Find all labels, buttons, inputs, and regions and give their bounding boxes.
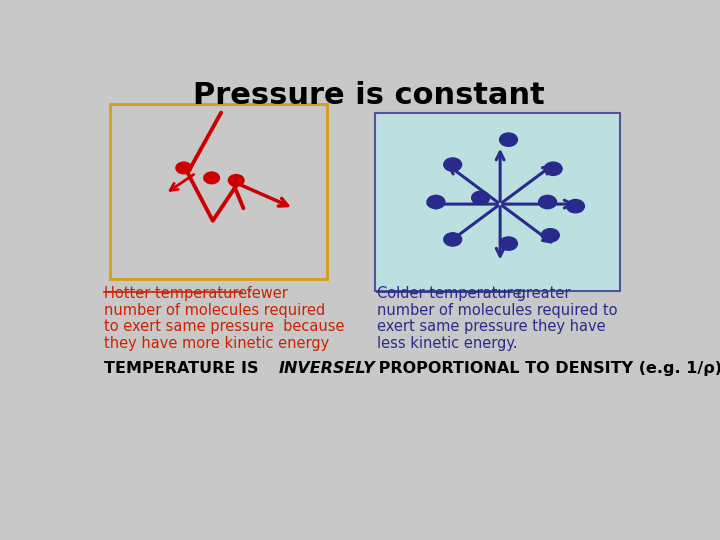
Circle shape	[541, 228, 559, 242]
Text: to exert same pressure  because: to exert same pressure because	[104, 319, 344, 334]
Text: fewer: fewer	[242, 286, 288, 301]
Circle shape	[176, 162, 192, 174]
Text: Hotter temperature:: Hotter temperature:	[104, 286, 252, 301]
Text: INVERSELY: INVERSELY	[279, 361, 375, 376]
Circle shape	[500, 237, 518, 250]
Circle shape	[228, 174, 244, 186]
Text: Colder temperature:: Colder temperature:	[377, 286, 527, 301]
Circle shape	[544, 162, 562, 176]
Text: Pressure is constant: Pressure is constant	[193, 82, 545, 111]
Circle shape	[567, 199, 585, 213]
Text: they have more kinetic energy: they have more kinetic energy	[104, 336, 329, 351]
Text: number of molecules required: number of molecules required	[104, 302, 325, 318]
Circle shape	[472, 191, 490, 205]
Circle shape	[444, 158, 462, 171]
Circle shape	[500, 133, 518, 146]
Circle shape	[204, 172, 220, 184]
Circle shape	[444, 233, 462, 246]
Text: number of molecules required to: number of molecules required to	[377, 302, 618, 318]
Bar	[374, 113, 620, 292]
Text: PROPORTIONAL TO DENSITY (e.g. 1/ρ): PROPORTIONAL TO DENSITY (e.g. 1/ρ)	[374, 361, 720, 376]
Text: exert same pressure they have: exert same pressure they have	[377, 319, 606, 334]
Circle shape	[427, 195, 445, 208]
Text: less kinetic energy.: less kinetic energy.	[377, 336, 518, 351]
Text: TEMPERATURE IS: TEMPERATURE IS	[104, 361, 264, 376]
Text: greater: greater	[513, 286, 571, 301]
Bar	[109, 104, 327, 279]
Circle shape	[539, 195, 557, 208]
